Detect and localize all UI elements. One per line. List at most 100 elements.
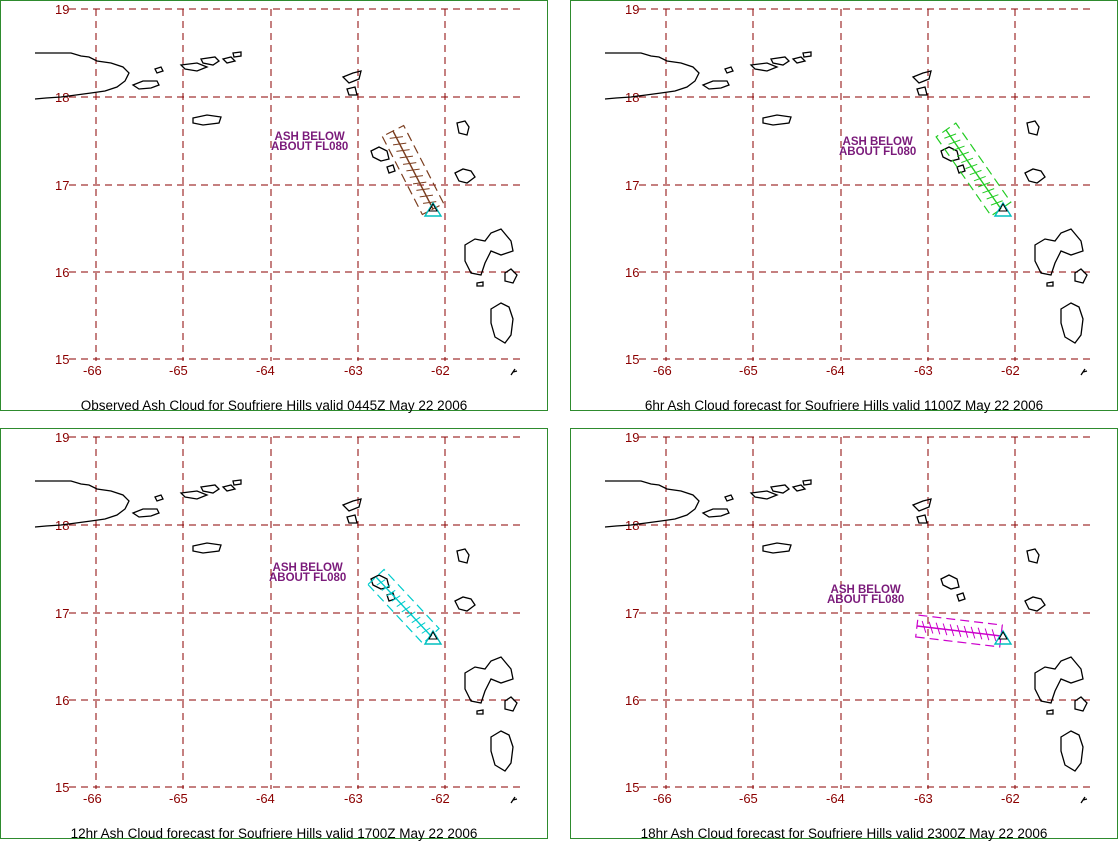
coastline <box>1034 228 1084 276</box>
ash-plume-outline <box>935 122 1012 217</box>
lat-tick-label: 16 <box>625 265 639 280</box>
volcano-triangle <box>423 201 443 217</box>
ash-plume-axis <box>945 129 1002 210</box>
coastline <box>510 796 518 804</box>
coastline <box>370 146 390 162</box>
lon-tick-label: -63 <box>914 363 933 378</box>
lat-tick-label: 17 <box>625 606 639 621</box>
lon-tick-label: -65 <box>739 791 758 806</box>
map-observed: 19 18 17 16 15 -66 -65 -64 -63 -62 <box>34 2 521 378</box>
coastline <box>476 281 484 287</box>
grid-lines <box>639 436 1091 789</box>
coastline <box>940 146 960 162</box>
lon-tick-label: -65 <box>169 363 188 378</box>
coastline <box>762 114 792 126</box>
volcano-icon <box>993 629 1013 645</box>
coastline <box>749 490 779 500</box>
coastline <box>454 168 476 184</box>
coastline <box>192 542 222 554</box>
coastlines <box>604 479 1088 804</box>
coastline <box>802 51 812 58</box>
ash-label-line2: ABOUT FL080 <box>839 146 917 158</box>
lat-tick-label: 18 <box>55 90 69 105</box>
coastline <box>179 490 209 500</box>
panel-caption: 18hr Ash Cloud forecast for Soufriere Hi… <box>640 826 1048 841</box>
ash-plume-axis <box>916 625 1002 637</box>
coastline <box>510 368 518 376</box>
lat-tick-label: 17 <box>625 178 639 193</box>
coastline <box>476 709 484 715</box>
ash-plume-outline <box>915 614 1003 648</box>
montserrat-island <box>998 202 1008 212</box>
coastline <box>1080 368 1088 376</box>
lon-tick-label: -63 <box>344 791 363 806</box>
panel-18hr-forecast: 19 18 17 16 15 -66 -65 -64 -63 -62 ASH BELOW ABOU… <box>570 428 1118 841</box>
lon-tick-label: -66 <box>653 791 672 806</box>
coastline <box>1046 709 1054 715</box>
coastline <box>179 62 209 72</box>
ash-plume-axis <box>392 130 434 210</box>
lon-tick-label: -64 <box>826 791 845 806</box>
ash-plume <box>915 614 1003 648</box>
coastline <box>490 302 514 344</box>
coastline <box>232 51 242 58</box>
coastline <box>131 80 160 90</box>
coastline <box>724 494 734 502</box>
lat-tick-label: 19 <box>55 2 69 17</box>
lon-tick-label: -63 <box>914 791 933 806</box>
map-18hr: 19 18 17 16 15 -66 -65 -64 -63 -62 <box>604 430 1091 806</box>
volcano-triangle <box>993 201 1013 217</box>
ash-plume-outline <box>381 124 445 216</box>
ash-label-line1: ASH BELOW <box>842 136 913 148</box>
coastline <box>464 656 514 704</box>
volcano-icon <box>423 629 443 645</box>
map-6hr: 19 18 17 16 15 -66 -65 -64 -63 -62 <box>604 2 1091 378</box>
lat-tick-label: 15 <box>625 780 639 795</box>
coastline <box>1074 268 1088 284</box>
lat-tick-label: 16 <box>55 693 69 708</box>
coastline <box>346 86 358 96</box>
ash-plume <box>381 124 445 216</box>
coastline <box>154 494 164 502</box>
coastline <box>1060 302 1084 344</box>
lon-tick-label: -62 <box>1001 791 1020 806</box>
coastline <box>762 542 792 554</box>
coastline <box>1024 168 1046 184</box>
ash-plume <box>367 568 440 645</box>
montserrat-island <box>428 202 438 212</box>
montserrat-island <box>998 630 1008 640</box>
coastline <box>232 479 242 486</box>
map-12hr: 19 18 17 16 15 -66 -65 -64 -63 -62 <box>34 430 521 806</box>
coastlines <box>34 479 518 804</box>
coastline <box>221 56 237 64</box>
lat-tick-label: 18 <box>625 518 639 533</box>
coastline <box>504 268 518 284</box>
montserrat-island <box>428 630 438 640</box>
lat-tick-label: 19 <box>625 430 639 445</box>
grid-lines <box>69 8 521 361</box>
ash-label-line2: ABOUT FL080 <box>827 594 905 606</box>
ash-label: ASH BELOW ABOUT FL080 <box>269 562 346 584</box>
volcano-triangle <box>423 629 443 645</box>
coastline <box>956 592 966 602</box>
lat-tick-label: 16 <box>55 265 69 280</box>
coastline <box>221 484 237 492</box>
lat-tick-label: 15 <box>55 352 69 367</box>
coastline <box>34 480 130 528</box>
coastline <box>456 548 470 564</box>
coastline <box>1074 696 1088 712</box>
coastline <box>802 479 812 486</box>
lat-tick-label: 19 <box>625 2 639 17</box>
coastline <box>341 70 362 84</box>
ash-plume-axis <box>375 576 432 637</box>
ash-label: ASH BELOW ABOUT FL080 <box>839 136 917 158</box>
coastline <box>791 484 807 492</box>
panel-observed: 19 18 17 16 15 -66 -65 -64 -63 -62 ASH BELOW ABOU… <box>0 0 548 413</box>
coastline <box>34 52 130 100</box>
panel-12hr-forecast: 19 18 17 16 15 -66 -65 -64 -63 -62 ASH BELOW ABOU… <box>0 428 548 841</box>
lon-tick-label: -62 <box>1001 363 1020 378</box>
coastlines <box>34 51 518 376</box>
lon-tick-label: -65 <box>739 363 758 378</box>
coastline <box>916 514 928 524</box>
coastline <box>154 66 164 74</box>
